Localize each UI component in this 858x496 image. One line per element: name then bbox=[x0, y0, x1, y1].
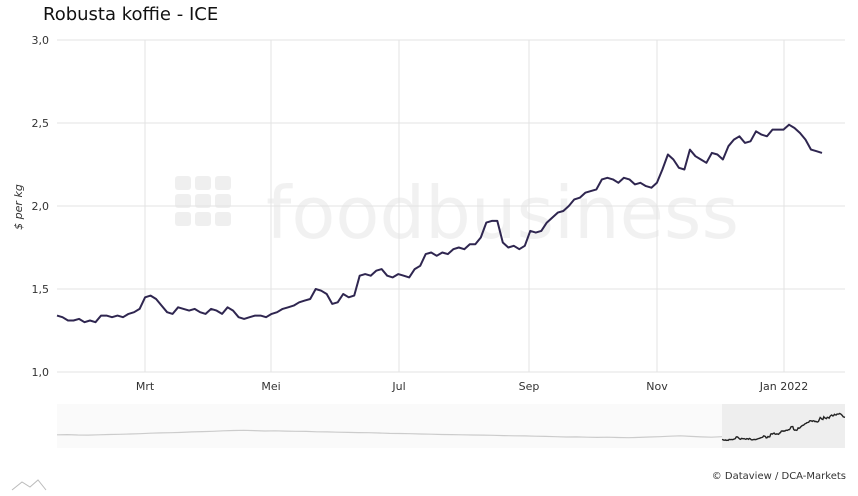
x-tick-label: Mrt bbox=[136, 380, 155, 393]
credit: © Dataview / DCA-Markets bbox=[711, 471, 846, 482]
y-tick-label: 1,5 bbox=[32, 283, 50, 296]
x-tick-label: Jul bbox=[391, 380, 405, 393]
x-tick-label: Jan 2022 bbox=[759, 380, 808, 393]
y-tick-label: 2,5 bbox=[32, 117, 50, 130]
series-line bbox=[56, 123, 823, 324]
y-tick-label: 3,0 bbox=[32, 34, 50, 47]
x-tick-label: Nov bbox=[646, 380, 668, 393]
series-layer bbox=[56, 123, 823, 324]
navigator-selection[interactable] bbox=[722, 404, 845, 448]
mountain-logo-icon bbox=[11, 479, 47, 491]
chart-title: Robusta koffie - ICE bbox=[43, 4, 219, 25]
grid bbox=[57, 39, 845, 373]
x-tick-label: Sep bbox=[519, 380, 540, 393]
x-tick-label: Mei bbox=[261, 380, 280, 393]
watermark: foodbusiness bbox=[175, 171, 739, 255]
x-axis: Mrt Mei Jul Sep Nov Jan 2022 bbox=[136, 380, 808, 393]
y-axis: 1,0 1,5 2,0 2,5 3,0 bbox=[32, 34, 50, 379]
navigator-background bbox=[57, 404, 845, 448]
y-tick-label: 2,0 bbox=[32, 200, 50, 213]
navigator[interactable] bbox=[56, 404, 846, 448]
y-tick-label: 1,0 bbox=[32, 366, 50, 379]
navigator-selected-line bbox=[721, 412, 846, 442]
y-axis-label: $ per kg bbox=[12, 184, 25, 230]
watermark-logo-icon bbox=[175, 176, 231, 226]
navigator-history-line bbox=[56, 429, 723, 439]
